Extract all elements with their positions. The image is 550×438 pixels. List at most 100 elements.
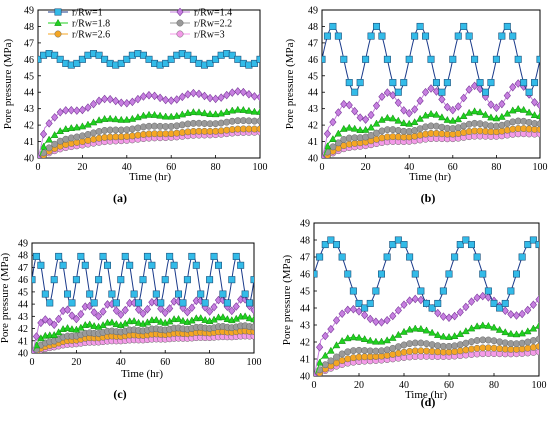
data-point: [451, 253, 459, 261]
data-point: [112, 320, 121, 328]
data-point: [454, 32, 462, 40]
data-point: [37, 261, 45, 269]
data-point: [237, 261, 245, 269]
data-point: [438, 88, 446, 96]
y-tick-label: 46: [24, 55, 34, 66]
y-tick-label: 40: [300, 372, 310, 383]
data-point: [32, 252, 40, 260]
data-point: [334, 32, 342, 40]
data-point: [443, 79, 451, 87]
data-point: [394, 88, 402, 96]
legend-marker: [176, 7, 184, 17]
legend-marker: [176, 30, 184, 38]
data-point: [451, 342, 459, 350]
data-point: [512, 270, 520, 278]
data-point: [128, 125, 136, 133]
y-tick-label: 49: [18, 239, 28, 250]
data-point: [405, 119, 414, 127]
data-point: [355, 299, 363, 307]
data-point: [315, 358, 324, 366]
data-point: [196, 314, 205, 322]
data-point: [343, 334, 352, 342]
data-point: [345, 100, 353, 110]
data-point: [256, 107, 260, 115]
data-point: [123, 55, 131, 63]
data-point: [361, 125, 370, 133]
data-point: [345, 79, 353, 87]
data-point: [445, 313, 453, 323]
data-point: [322, 55, 326, 63]
data-point: [479, 270, 487, 278]
x-tick-label: 100: [532, 380, 547, 391]
data-point: [77, 252, 85, 260]
data-point: [367, 110, 375, 120]
data-point: [327, 324, 335, 334]
data-point: [161, 112, 170, 120]
legend-label: r/Rw=2.6: [72, 30, 110, 41]
y-tick-label: 44: [300, 304, 310, 315]
data-point: [72, 314, 80, 324]
y-tick-label: 41: [300, 355, 310, 366]
data-point: [327, 236, 335, 244]
y-tick-label: 41: [24, 137, 34, 148]
data-point: [400, 327, 408, 335]
x-tick-label: 100: [533, 162, 548, 173]
data-point: [45, 144, 53, 152]
data-point: [166, 304, 174, 313]
data-point: [206, 276, 214, 284]
data-point: [383, 346, 391, 354]
data-point: [139, 111, 148, 119]
legend-item: r/Rw=1: [48, 8, 103, 19]
data-point: [245, 106, 253, 114]
data-point: [321, 241, 329, 249]
data-point: [178, 92, 186, 102]
data-point: [51, 51, 59, 59]
data-point: [492, 103, 500, 112]
data-point: [217, 93, 225, 102]
data-point: [501, 299, 509, 307]
data-point: [411, 32, 419, 40]
x-tick-label: 80: [211, 162, 221, 173]
data-point: [170, 261, 178, 269]
y-tick-label: 47: [24, 38, 34, 49]
x-tick-label: 0: [312, 380, 317, 391]
data-point: [329, 22, 337, 30]
x-tick-label: 40: [399, 380, 409, 391]
data-point: [487, 113, 495, 121]
data-point: [179, 299, 187, 307]
data-point: [89, 99, 98, 109]
data-point: [356, 125, 364, 133]
data-point: [400, 79, 408, 87]
y-tick-label: 43: [308, 104, 318, 115]
data-point: [121, 252, 129, 260]
data-point: [232, 302, 240, 311]
data-point: [454, 102, 462, 111]
data-point: [234, 55, 242, 63]
data-point: [340, 99, 348, 109]
data-point: [161, 276, 169, 284]
series-r-rw-2.2: [322, 117, 540, 158]
data-point: [422, 32, 430, 40]
data-point: [405, 325, 414, 333]
data-point: [68, 311, 76, 320]
data-point: [508, 106, 517, 114]
legend-marker: [176, 19, 184, 27]
data-point: [39, 142, 48, 150]
data-point: [200, 109, 209, 117]
data-point: [152, 290, 160, 298]
data-point: [524, 241, 532, 249]
data-point: [389, 79, 397, 87]
data-point: [421, 88, 430, 97]
data-point: [130, 316, 138, 324]
data-point: [106, 114, 114, 122]
data-point: [344, 355, 352, 363]
data-point: [95, 276, 103, 284]
data-point: [45, 135, 53, 143]
data-point: [189, 88, 197, 98]
data-point: [484, 287, 492, 295]
data-point: [192, 261, 200, 269]
data-point: [473, 293, 481, 302]
data-point: [210, 252, 218, 260]
data-point: [449, 55, 457, 63]
data-point: [183, 307, 191, 317]
